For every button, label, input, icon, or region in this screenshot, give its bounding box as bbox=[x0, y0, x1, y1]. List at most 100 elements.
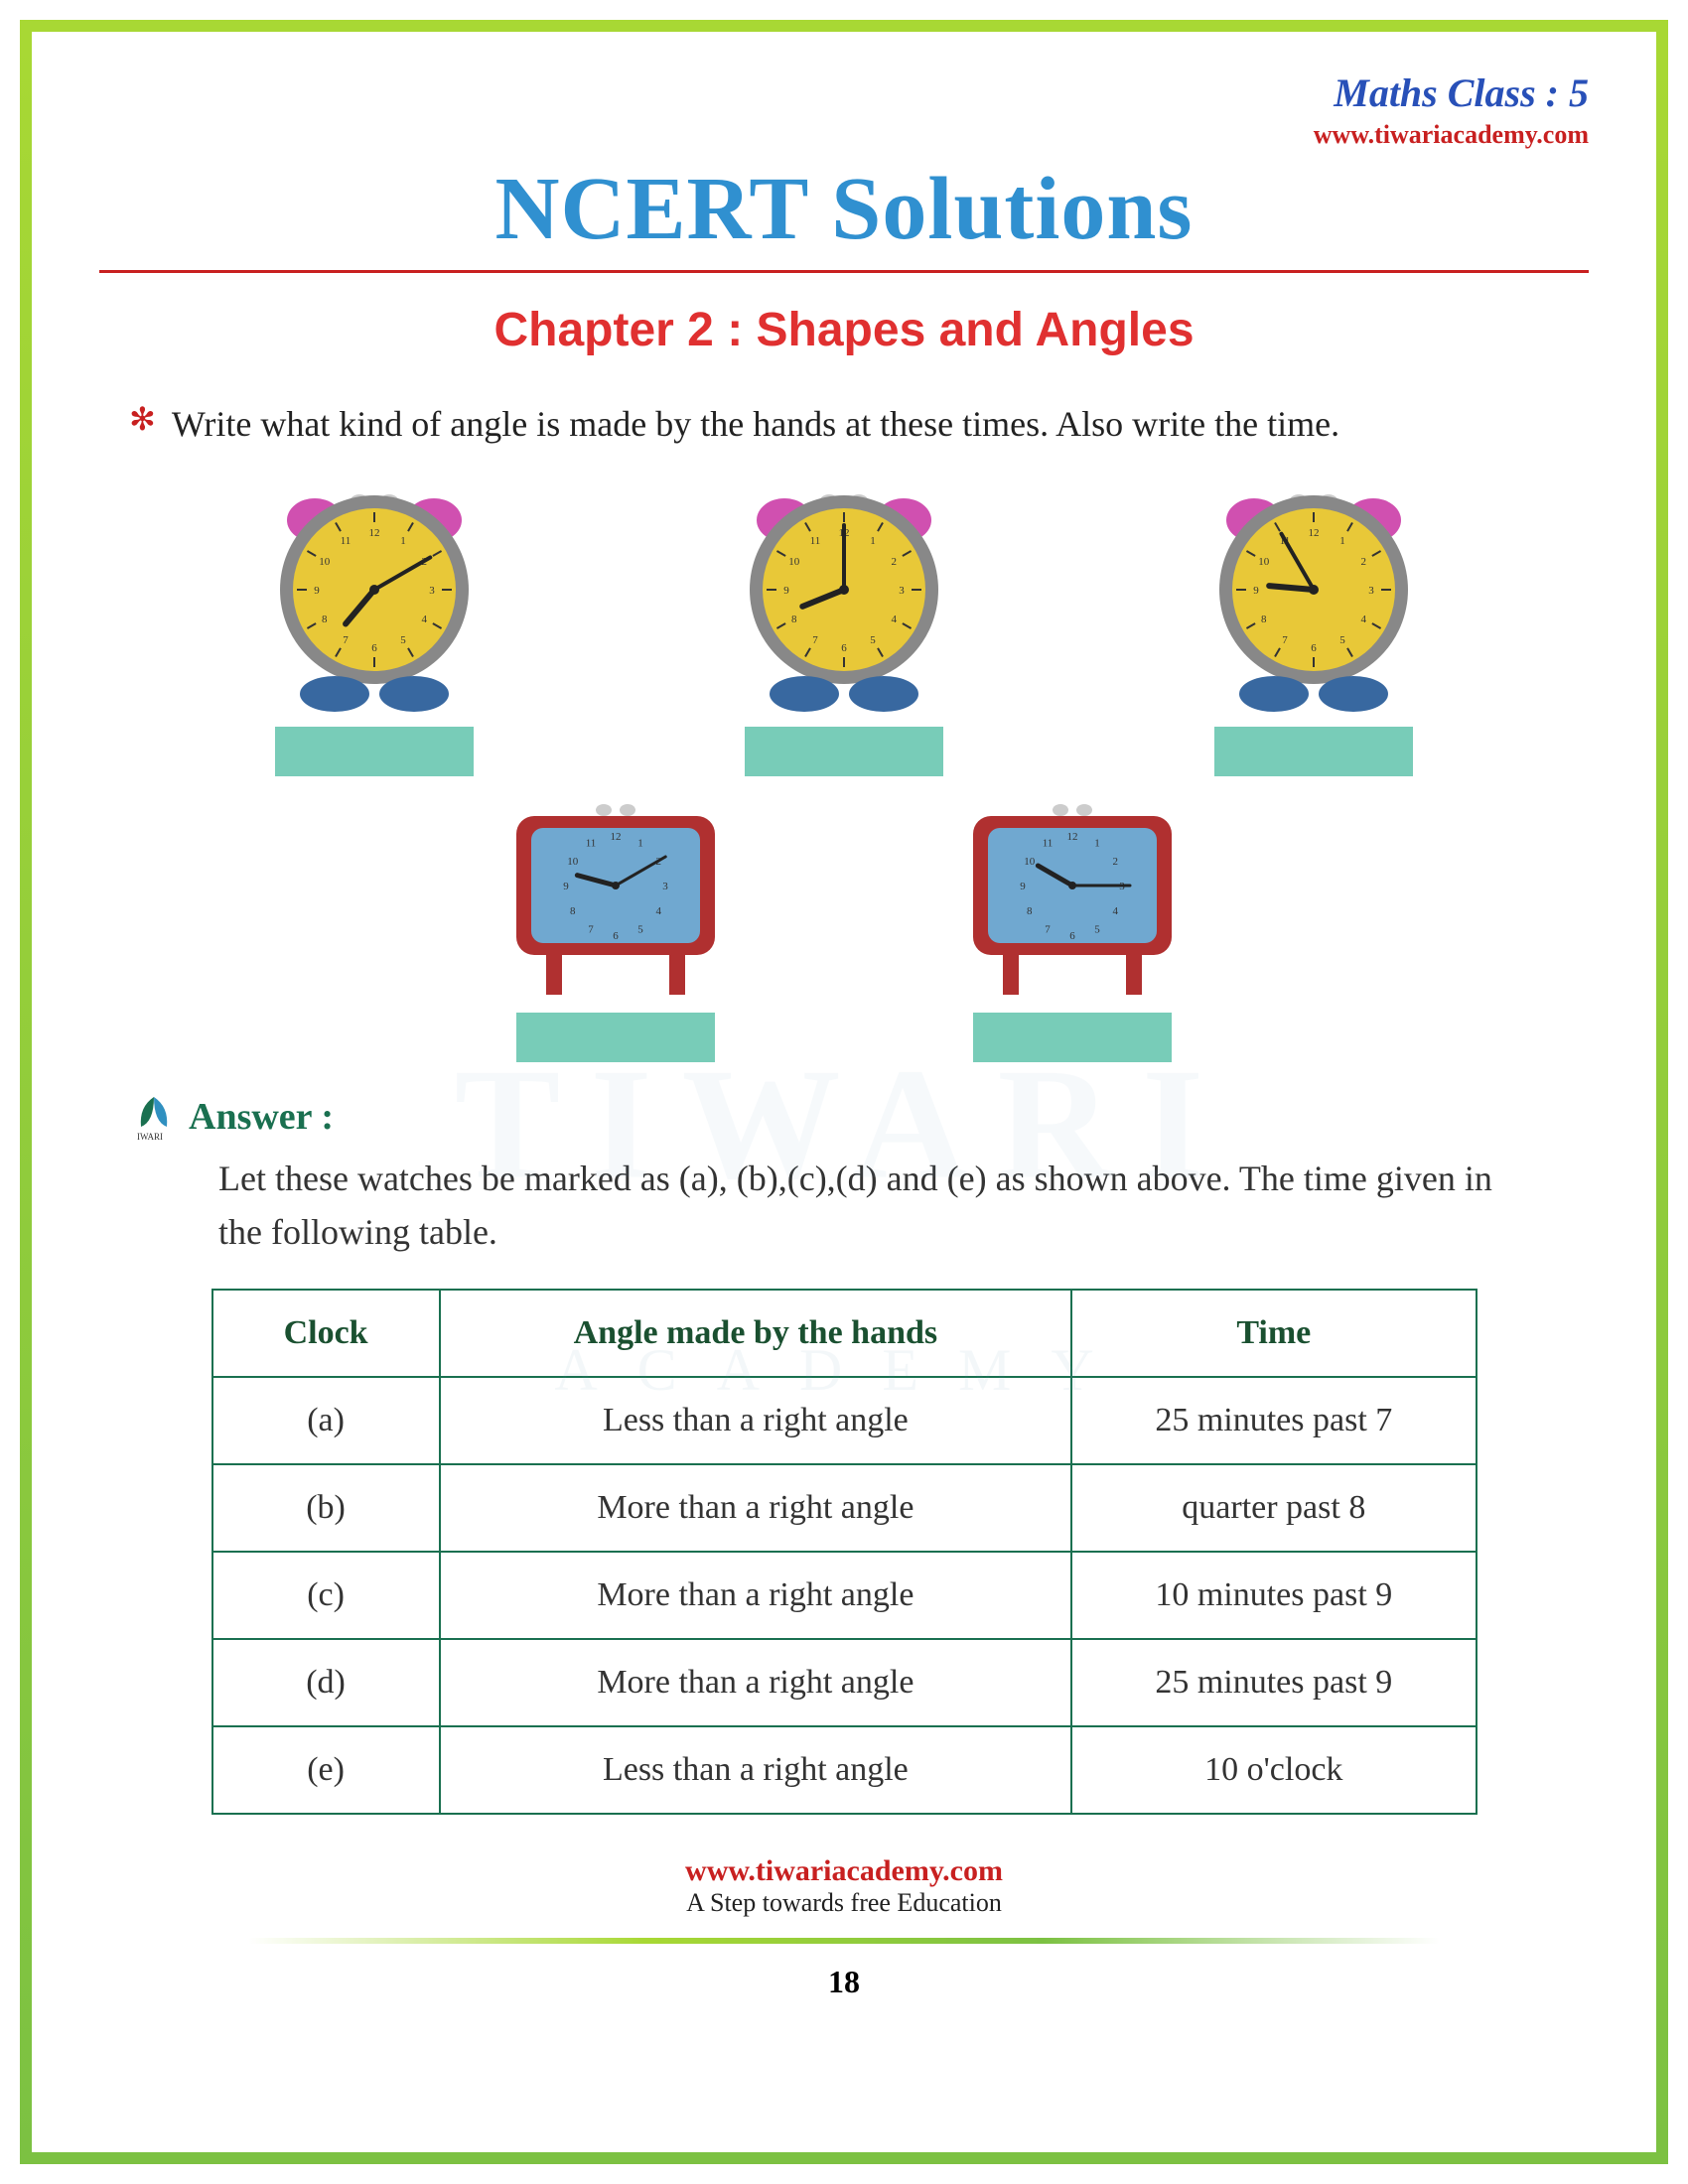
website-link-top[interactable]: www.tiwariacademy.com bbox=[99, 120, 1589, 150]
answer-input-box[interactable] bbox=[1214, 727, 1413, 776]
table-row: (e)Less than a right angle10 o'clock bbox=[212, 1726, 1477, 1814]
svg-text:1: 1 bbox=[1340, 535, 1346, 547]
question-block: ✻ Write what kind of angle is made by th… bbox=[129, 397, 1589, 451]
svg-text:7: 7 bbox=[588, 923, 594, 935]
svg-text:2: 2 bbox=[1361, 556, 1367, 568]
bullet-star-icon: ✻ bbox=[129, 397, 156, 442]
leaf-logo-icon: IWARI bbox=[129, 1092, 179, 1142]
svg-text:9: 9 bbox=[563, 881, 569, 892]
table-cell: (d) bbox=[212, 1639, 440, 1726]
table-cell: (c) bbox=[212, 1552, 440, 1639]
svg-text:3: 3 bbox=[899, 585, 905, 597]
answer-input-box[interactable] bbox=[745, 727, 943, 776]
svg-text:7: 7 bbox=[1283, 634, 1289, 646]
clocks-row-2: 121234567891011 121234567891011 bbox=[139, 786, 1549, 1062]
svg-text:12: 12 bbox=[368, 527, 379, 539]
svg-text:5: 5 bbox=[400, 634, 406, 646]
svg-text:3: 3 bbox=[429, 585, 435, 597]
svg-text:2: 2 bbox=[891, 556, 897, 568]
table-cell: 25 minutes past 7 bbox=[1071, 1377, 1476, 1464]
answer-header: IWARI Answer : bbox=[129, 1092, 1589, 1142]
svg-text:9: 9 bbox=[1020, 881, 1026, 892]
answer-input-box[interactable] bbox=[275, 727, 474, 776]
square-clock-icon: 121234567891011 bbox=[477, 786, 755, 1005]
clock-item: 121234567891011 bbox=[477, 786, 755, 1062]
table-row: (b)More than a right anglequarter past 8 bbox=[212, 1464, 1477, 1552]
svg-text:1: 1 bbox=[1094, 838, 1100, 850]
svg-text:10: 10 bbox=[319, 556, 331, 568]
svg-text:1: 1 bbox=[400, 535, 406, 547]
svg-text:10: 10 bbox=[567, 856, 579, 868]
svg-text:4: 4 bbox=[891, 614, 897, 625]
footer-divider bbox=[248, 1938, 1440, 1944]
question-text: Write what kind of angle is made by the … bbox=[172, 397, 1339, 451]
svg-text:6: 6 bbox=[1069, 930, 1075, 942]
answer-table: ClockAngle made by the handsTime(a)Less … bbox=[211, 1289, 1477, 1815]
clock-item: 121234567891011 bbox=[715, 480, 973, 776]
svg-text:9: 9 bbox=[1254, 585, 1260, 597]
chapter-title: Chapter 2 : Shapes and Angles bbox=[99, 303, 1589, 357]
svg-text:4: 4 bbox=[421, 614, 427, 625]
svg-text:6: 6 bbox=[371, 642, 377, 654]
table-cell: 10 minutes past 9 bbox=[1071, 1552, 1476, 1639]
svg-text:11: 11 bbox=[340, 535, 351, 547]
table-cell: (a) bbox=[212, 1377, 440, 1464]
table-header: Angle made by the hands bbox=[440, 1290, 1072, 1377]
svg-text:5: 5 bbox=[870, 634, 876, 646]
svg-text:9: 9 bbox=[783, 585, 789, 597]
svg-text:11: 11 bbox=[810, 535, 821, 547]
svg-text:IWARI: IWARI bbox=[137, 1132, 163, 1142]
clock-item: 121234567891011 bbox=[245, 480, 503, 776]
answer-input-box[interactable] bbox=[973, 1013, 1172, 1062]
table-cell: More than a right angle bbox=[440, 1639, 1072, 1726]
table-cell: Less than a right angle bbox=[440, 1726, 1072, 1814]
svg-text:9: 9 bbox=[314, 585, 320, 597]
footer-tagline: A Step towards free Education bbox=[99, 1888, 1589, 1918]
answer-label: Answer : bbox=[189, 1095, 334, 1139]
table-row: (c)More than a right angle10 minutes pas… bbox=[212, 1552, 1477, 1639]
clock-item: 121234567891011 bbox=[933, 786, 1211, 1062]
svg-text:3: 3 bbox=[1369, 585, 1375, 597]
table-header: Clock bbox=[212, 1290, 440, 1377]
svg-text:1: 1 bbox=[637, 838, 643, 850]
table-row: (d)More than a right angle25 minutes pas… bbox=[212, 1639, 1477, 1726]
svg-text:4: 4 bbox=[1361, 614, 1367, 625]
clock-item: 121234567891011 bbox=[1185, 480, 1443, 776]
table-cell: 10 o'clock bbox=[1071, 1726, 1476, 1814]
svg-text:5: 5 bbox=[1094, 923, 1100, 935]
svg-text:5: 5 bbox=[1340, 634, 1346, 646]
footer-link[interactable]: www.tiwariacademy.com bbox=[99, 1854, 1589, 1888]
header: Maths Class : 5 www.tiwariacademy.com bbox=[99, 69, 1589, 150]
svg-text:4: 4 bbox=[656, 905, 662, 917]
table-cell: (e) bbox=[212, 1726, 440, 1814]
svg-text:1: 1 bbox=[870, 535, 876, 547]
alarm-clock-icon: 121234567891011 bbox=[715, 480, 973, 719]
svg-text:10: 10 bbox=[788, 556, 800, 568]
svg-text:8: 8 bbox=[322, 614, 328, 625]
svg-text:5: 5 bbox=[637, 923, 643, 935]
svg-text:8: 8 bbox=[1261, 614, 1267, 625]
table-cell: (b) bbox=[212, 1464, 440, 1552]
svg-text:4: 4 bbox=[1113, 905, 1119, 917]
answer-input-box[interactable] bbox=[516, 1013, 715, 1062]
svg-text:10: 10 bbox=[1259, 556, 1271, 568]
main-title: NCERT Solutions bbox=[99, 158, 1589, 273]
svg-text:7: 7 bbox=[343, 634, 349, 646]
answer-intro: Let these watches be marked as (a), (b),… bbox=[218, 1152, 1529, 1259]
svg-text:12: 12 bbox=[1067, 831, 1078, 843]
footer: www.tiwariacademy.com A Step towards fre… bbox=[99, 1854, 1589, 2000]
svg-text:12: 12 bbox=[611, 831, 622, 843]
svg-text:11: 11 bbox=[586, 838, 597, 850]
page-content: Maths Class : 5 www.tiwariacademy.com NC… bbox=[60, 50, 1628, 2124]
table-cell: 25 minutes past 9 bbox=[1071, 1639, 1476, 1726]
svg-text:7: 7 bbox=[812, 634, 818, 646]
svg-text:12: 12 bbox=[1309, 527, 1320, 539]
svg-text:7: 7 bbox=[1045, 923, 1051, 935]
svg-text:8: 8 bbox=[791, 614, 797, 625]
alarm-clock-icon: 121234567891011 bbox=[1185, 480, 1443, 719]
svg-text:10: 10 bbox=[1024, 856, 1036, 868]
table-row: (a)Less than a right angle25 minutes pas… bbox=[212, 1377, 1477, 1464]
table-cell: More than a right angle bbox=[440, 1464, 1072, 1552]
table-cell: Less than a right angle bbox=[440, 1377, 1072, 1464]
alarm-clock-icon: 121234567891011 bbox=[245, 480, 503, 719]
